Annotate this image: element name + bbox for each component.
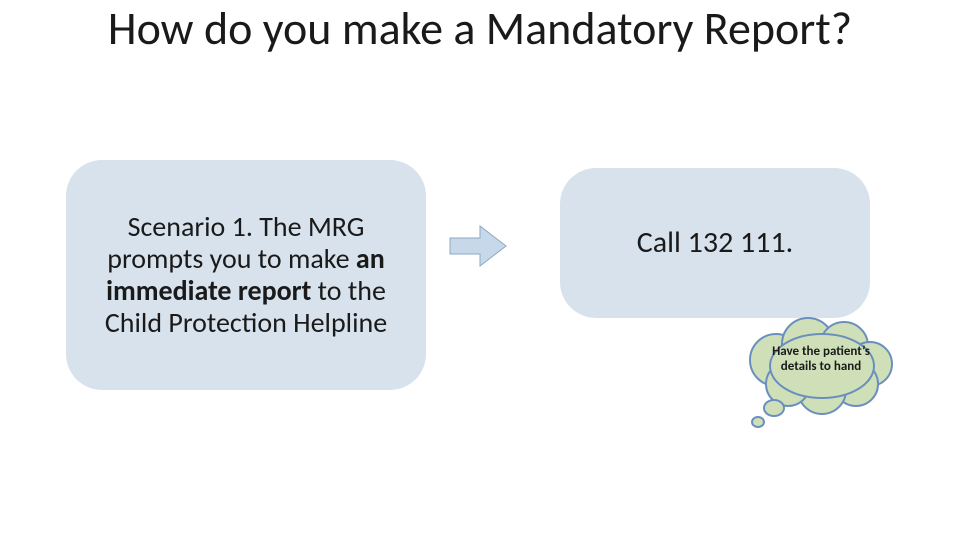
page-title-text: How do you make a Mandatory Report? <box>108 1 852 57</box>
call-text: Call 132 111. <box>637 226 794 261</box>
arrow-path <box>450 226 506 266</box>
arrow-svg <box>448 222 508 270</box>
scenario-text: Scenario 1. The MRG prompts you to make … <box>88 211 404 340</box>
call-box: Call 132 111. <box>560 168 870 318</box>
scenario-box: Scenario 1. The MRG prompts you to make … <box>66 160 426 390</box>
cloud-text: Have the patient’s details to hand <box>744 345 898 375</box>
arrow-right-icon <box>448 222 508 275</box>
thought-cloud: Have the patient’s details to hand <box>736 310 906 410</box>
page-title: How do you make a Mandatory Report? <box>0 8 960 52</box>
